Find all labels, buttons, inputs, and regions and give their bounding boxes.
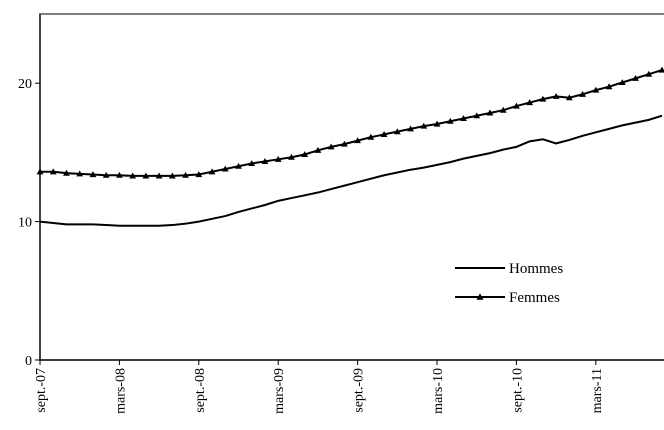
y-tick-label: 10 <box>18 216 32 231</box>
data-point <box>36 168 44 175</box>
data-point <box>645 70 653 77</box>
x-tick-label: mars-09 <box>272 368 287 414</box>
series-line-hommes <box>39 114 663 227</box>
plot-area <box>39 13 664 361</box>
plot-frame <box>39 13 664 361</box>
data-point <box>208 168 216 175</box>
data-point <box>605 83 613 90</box>
data-point <box>89 171 97 178</box>
data-point <box>354 137 362 144</box>
data-point <box>367 133 375 140</box>
data-point <box>579 90 586 97</box>
data-point <box>301 151 309 158</box>
data-point <box>102 171 110 178</box>
data-point <box>420 122 428 129</box>
data-point <box>433 120 441 127</box>
series-layer <box>36 66 664 227</box>
x-tick-label: sept.-07 <box>34 368 49 413</box>
data-point <box>340 140 348 147</box>
x-tick-label: mars-10 <box>431 368 446 414</box>
x-tick-label: sept.-09 <box>352 368 367 413</box>
data-point <box>182 171 189 178</box>
x-tick-label: sept.-08 <box>193 368 208 413</box>
data-point <box>49 168 57 175</box>
series-line-femmes <box>40 69 663 177</box>
data-point <box>274 155 282 162</box>
y-tick-label: 0 <box>25 354 32 369</box>
x-tick-label: sept.-10 <box>510 368 525 413</box>
data-point <box>195 171 203 178</box>
legend: Hommes Femmes <box>455 261 563 306</box>
data-point <box>248 160 256 167</box>
data-point <box>235 162 242 169</box>
data-point <box>658 66 664 73</box>
data-point <box>460 115 467 122</box>
legend-item-femmes: Femmes <box>455 290 560 306</box>
legend-marker <box>476 293 484 300</box>
data-point <box>327 143 335 150</box>
data-point <box>63 169 70 176</box>
data-point <box>565 94 573 101</box>
data-point <box>142 172 150 179</box>
data-point <box>393 128 401 135</box>
data-point <box>539 95 547 102</box>
data-point <box>618 79 626 86</box>
y-tick-label: 20 <box>18 77 32 92</box>
data-point <box>592 86 600 93</box>
data-point <box>221 165 229 172</box>
data-point <box>526 99 534 106</box>
y-axis: 0 10 20 <box>18 14 41 369</box>
data-point <box>486 109 494 116</box>
data-point <box>155 172 163 179</box>
data-point <box>314 146 322 153</box>
x-tick-label: mars-08 <box>113 368 128 414</box>
data-point <box>76 170 84 177</box>
data-point <box>380 131 388 137</box>
data-point <box>552 92 560 99</box>
legend-item-hommes: Hommes <box>455 261 563 277</box>
legend-label: Femmes <box>509 290 560 306</box>
series-hommes <box>39 114 663 227</box>
x-axis: sept.-07 mars-08 sept.-08 mars-09 sept.-09 ma… <box>34 359 664 414</box>
data-point <box>499 106 507 113</box>
data-point <box>288 153 295 160</box>
legend-label: Hommes <box>509 261 563 277</box>
data-point <box>129 172 137 179</box>
data-point <box>513 102 520 109</box>
data-point <box>632 74 639 81</box>
data-point <box>407 125 414 132</box>
data-point <box>261 157 269 164</box>
data-point <box>473 112 481 119</box>
x-tick-label: mars-11 <box>590 368 605 413</box>
series-femmes <box>36 66 664 179</box>
data-point <box>168 172 176 179</box>
data-point <box>446 117 454 124</box>
data-point <box>116 171 123 178</box>
